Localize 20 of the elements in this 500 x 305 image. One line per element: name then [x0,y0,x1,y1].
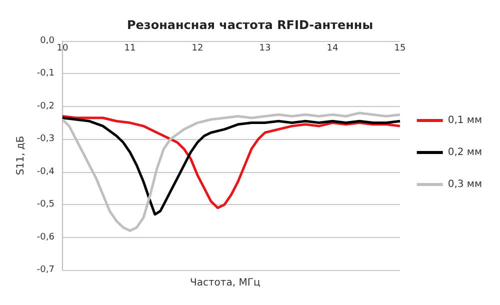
chart-title: Резонансная частота RFID-антенны [126,18,374,32]
x-tick-label: 13 [259,44,271,54]
y-tick-label: -0,7 [36,265,54,275]
x-tick-label: 11 [124,44,136,54]
y-tick-label: -0,5 [36,200,54,210]
y-tick-label: 0,0 [40,36,55,46]
x-tick-label: 15 [394,44,406,54]
legend-label: 0,2 мм [448,147,482,158]
y-tick-label: -0,3 [36,134,54,144]
x-axis-title: Частота, МГц [190,278,260,288]
x-tick-label: 12 [192,44,204,54]
x-tick-label: 10 [56,44,68,54]
y-tick-label: -0,6 [36,232,55,242]
y-tick-label: -0,2 [36,101,54,112]
x-tick-label: 14 [326,44,338,54]
legend-label: 0,1 мм [448,115,482,126]
legend-label: 0,3 мм [448,179,482,190]
y-tick-label: -0,1 [36,68,54,79]
y-tick-label: -0,4 [36,166,55,177]
y-axis-title: S11, дБ [16,136,26,176]
